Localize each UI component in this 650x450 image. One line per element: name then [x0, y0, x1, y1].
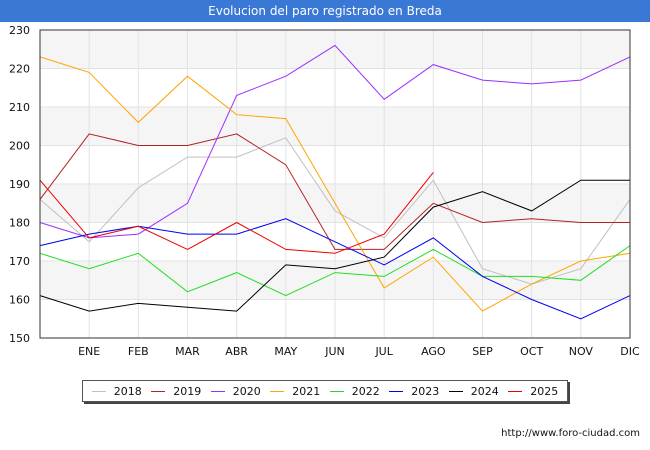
legend-item-2021: 2021 [270, 385, 320, 398]
y-tick-label: 150 [9, 332, 30, 345]
y-tick-label: 180 [9, 217, 30, 230]
series-line-2022 [39, 245, 631, 297]
legend-swatch [210, 390, 225, 392]
x-tick-label: ABR [225, 345, 248, 358]
legend-swatch [151, 390, 166, 392]
source-url: http://www.foro-ciudad.com [501, 428, 640, 439]
legend-item-2020: 2020 [210, 384, 261, 398]
x-tick-label: SEP [472, 345, 493, 358]
chart-title: Evolucion del paro registrado en Breda [0, 0, 650, 22]
x-tick-label: AGO [421, 345, 446, 358]
x-tick-label: OCT [520, 345, 543, 358]
x-tick-label: MAR [175, 345, 200, 358]
legend-label: 2025 [530, 384, 559, 398]
x-tick-label: JUN [324, 345, 345, 358]
y-tick-label: 170 [9, 255, 30, 268]
series-line-2021 [39, 56, 631, 312]
legend-item-2022: 2022 [329, 384, 380, 398]
legend-item-2019: 2019 [151, 385, 201, 398]
y-tick-label: 210 [9, 101, 30, 114]
legend-label: 2018 [113, 384, 142, 398]
x-tick-label: MAY [274, 345, 297, 358]
y-tick-label: 230 [9, 24, 30, 37]
y-tick-label: 220 [9, 63, 30, 76]
x-tick-label: FEB [128, 345, 149, 358]
legend-label: 2020 [232, 384, 261, 398]
legend-item-2023: 2023 [389, 385, 439, 398]
legend: 2018 2019 2020 2021 2022 2023 2024 2025 [82, 380, 568, 402]
x-tick-label: NOV [569, 345, 594, 358]
x-axis-ticks: ENE FEB MAR ABR MAY JUN JUL AGO SEP OCT NOV DIC [78, 345, 640, 358]
legend-swatch [508, 390, 523, 392]
legend-label: 2023 [411, 384, 440, 398]
x-tick-label: ENE [78, 345, 100, 358]
plot-frame [39, 29, 631, 339]
y-axis-ticks: 150 160 170 180 190 200 210 220 230 [9, 24, 30, 345]
legend-swatch [270, 390, 285, 392]
x-tick-label: JUL [374, 345, 393, 358]
legend-label: 2022 [351, 384, 380, 398]
y-tick-label: 200 [9, 140, 30, 153]
series-line-2024 [39, 179, 630, 312]
y-tick-label: 190 [9, 178, 30, 191]
series-line-2025 [39, 172, 434, 254]
legend-label: 2024 [470, 384, 499, 398]
x-tick-label: DIC [620, 345, 640, 358]
grid-lines [40, 29, 630, 339]
legend-swatch [389, 390, 404, 392]
legend-item-2024: 2024 [448, 384, 499, 398]
legend-item-2025: 2025 [508, 385, 558, 398]
legend-swatch [91, 390, 106, 392]
series-line-2019 [39, 133, 630, 250]
legend-item-2018: 2018 [91, 384, 142, 398]
series-line-2020 [39, 44, 631, 239]
legend-label: 2021 [292, 384, 321, 398]
legend-swatch [329, 390, 344, 392]
y-tick-label: 160 [9, 294, 30, 307]
legend-swatch [448, 390, 463, 392]
legend-label: 2019 [173, 384, 202, 398]
series-layer [39, 44, 631, 320]
